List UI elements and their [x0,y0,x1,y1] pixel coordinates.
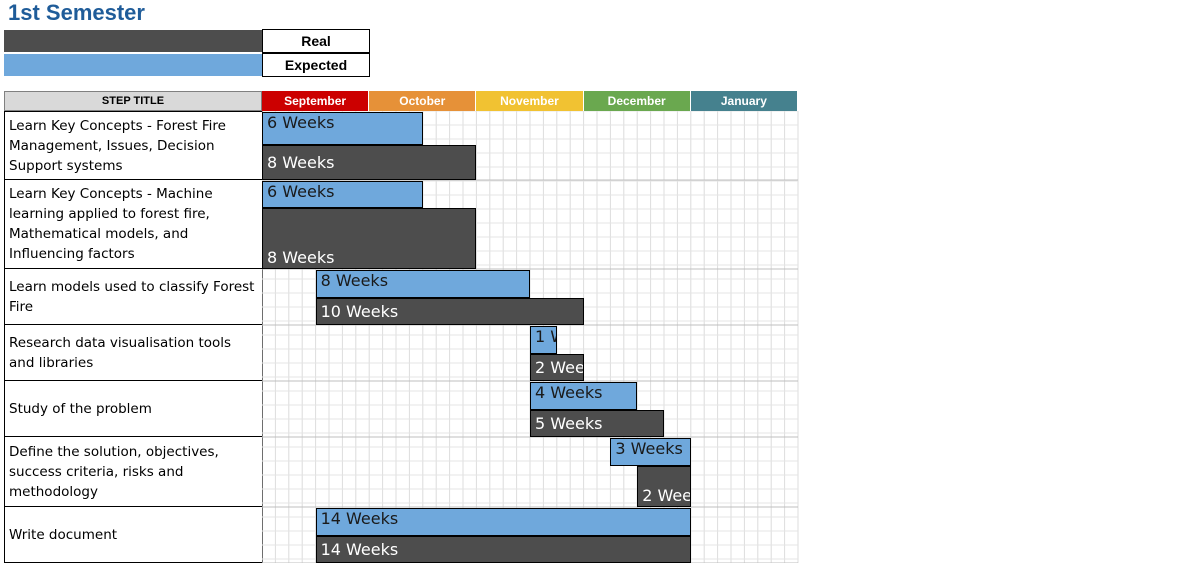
task-title: Study of the problem [4,381,263,437]
task-title-text: Learn models used to classify Forest Fir… [9,278,255,315]
gantt-chart: 6 Weeks 8 Weeks 6 Weeks 8 Weeks 8 Weeks 10 We… [262,111,1174,563]
expected-bar: 4 Weeks [530,382,638,410]
task-title-text: Research data visualisation tools and li… [9,334,232,371]
expected-bar: 1 Wk [530,326,557,354]
month-header-november: November [476,91,584,111]
real-bar: 5 Weeks [530,410,664,437]
task-title-text: Learn Key Concepts - Machine learning ap… [9,186,213,262]
task-title: Research data visualisation tools and li… [4,325,263,381]
task-title-text: Learn Key Concepts - Forest Fire Managem… [9,117,226,174]
real-bar: 10 Weeks [315,298,584,325]
task-title: Learn Key Concepts - Forest Fire Managem… [4,111,263,180]
month-header-october: October [369,91,477,111]
step-title-header: STEP TITLE [4,91,262,111]
task-title-text: Study of the problem [9,400,152,417]
real-bar: 8 Weeks [262,145,477,180]
task-title: Learn Key Concepts - Machine learning ap… [4,180,263,269]
task-title-text: Write document [9,526,118,543]
expected-bar: 6 Weeks [262,181,423,208]
task-title: Define the solution, objectives, success… [4,437,263,507]
real-bar: 14 Weeks [315,536,691,563]
real-bar: 2 Weeks [530,354,584,381]
expected-bar: 14 Weeks [315,508,691,536]
month-header-september: September [262,91,370,111]
legend-real-swatch [4,30,262,52]
page-title: 1st Semester [8,0,145,25]
task-title: Write document [4,507,263,563]
expected-bar: 6 Weeks [262,112,423,145]
real-bar: 2 Weeks [637,466,691,507]
expected-bar: 8 Weeks [315,270,530,298]
real-bar: 8 Weeks [262,208,477,269]
month-header-december: December [583,91,691,111]
month-header-january: January [690,91,798,111]
legend-real-label: Real [262,29,370,53]
task-title: Learn models used to classify Forest Fir… [4,269,263,325]
legend-expected-label: Expected [262,53,370,77]
legend-expected-swatch [4,54,262,76]
expected-bar: 3 Weeks [610,438,691,466]
task-title-text: Define the solution, objectives, success… [9,443,219,500]
